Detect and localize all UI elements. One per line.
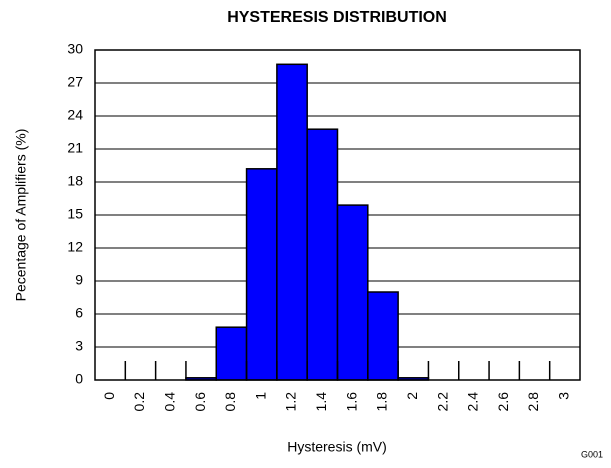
x-tick-label: 2 bbox=[404, 392, 420, 400]
y-tick-label: 9 bbox=[75, 272, 83, 288]
x-tick-label: 1.2 bbox=[283, 392, 299, 412]
y-tick-label: 3 bbox=[75, 338, 83, 354]
plot-frame bbox=[94, 49, 581, 381]
bar bbox=[276, 63, 308, 381]
x-tick-label: 1.8 bbox=[374, 392, 390, 412]
x-tick-label: 0 bbox=[101, 392, 117, 400]
y-tick-label: 24 bbox=[67, 107, 83, 123]
y-tick-label: 6 bbox=[75, 305, 83, 321]
x-tick-label: 2.4 bbox=[465, 392, 481, 412]
bar bbox=[245, 168, 278, 381]
x-tick-label: 1 bbox=[252, 392, 268, 400]
y-axis-label: Pecentage of Amplifiers (%) bbox=[13, 129, 29, 302]
y-tick-label: 18 bbox=[67, 173, 83, 189]
x-axis-label: Hysteresis (mV) bbox=[287, 439, 387, 455]
annotation: G001 bbox=[581, 449, 603, 459]
chart-title: HYSTERESIS DISTRIBUTION bbox=[227, 9, 447, 26]
y-tick-label: 30 bbox=[67, 41, 83, 57]
y-tick-label: 15 bbox=[67, 206, 83, 222]
bar bbox=[306, 128, 339, 381]
x-tick-label: 2.2 bbox=[434, 392, 450, 412]
x-tick-label: 0.8 bbox=[222, 392, 238, 412]
y-tick-label: 0 bbox=[75, 371, 83, 387]
x-tick-label: 1.6 bbox=[343, 392, 359, 412]
x-tick-label: 3 bbox=[556, 392, 572, 400]
x-tick-label: 1.4 bbox=[313, 392, 329, 412]
x-tick-label: 0.4 bbox=[161, 392, 177, 412]
y-tick-label: 27 bbox=[67, 74, 83, 90]
bar bbox=[336, 204, 369, 381]
bar bbox=[367, 291, 399, 381]
x-tick-label: 2.8 bbox=[525, 392, 541, 412]
bar bbox=[215, 326, 248, 381]
y-tick-label: 21 bbox=[67, 140, 83, 156]
x-tick-label: 0.2 bbox=[131, 392, 147, 412]
x-tick-label: 0.6 bbox=[192, 392, 208, 412]
y-tick-label: 12 bbox=[67, 239, 83, 255]
x-tick-label: 2.6 bbox=[495, 392, 511, 412]
